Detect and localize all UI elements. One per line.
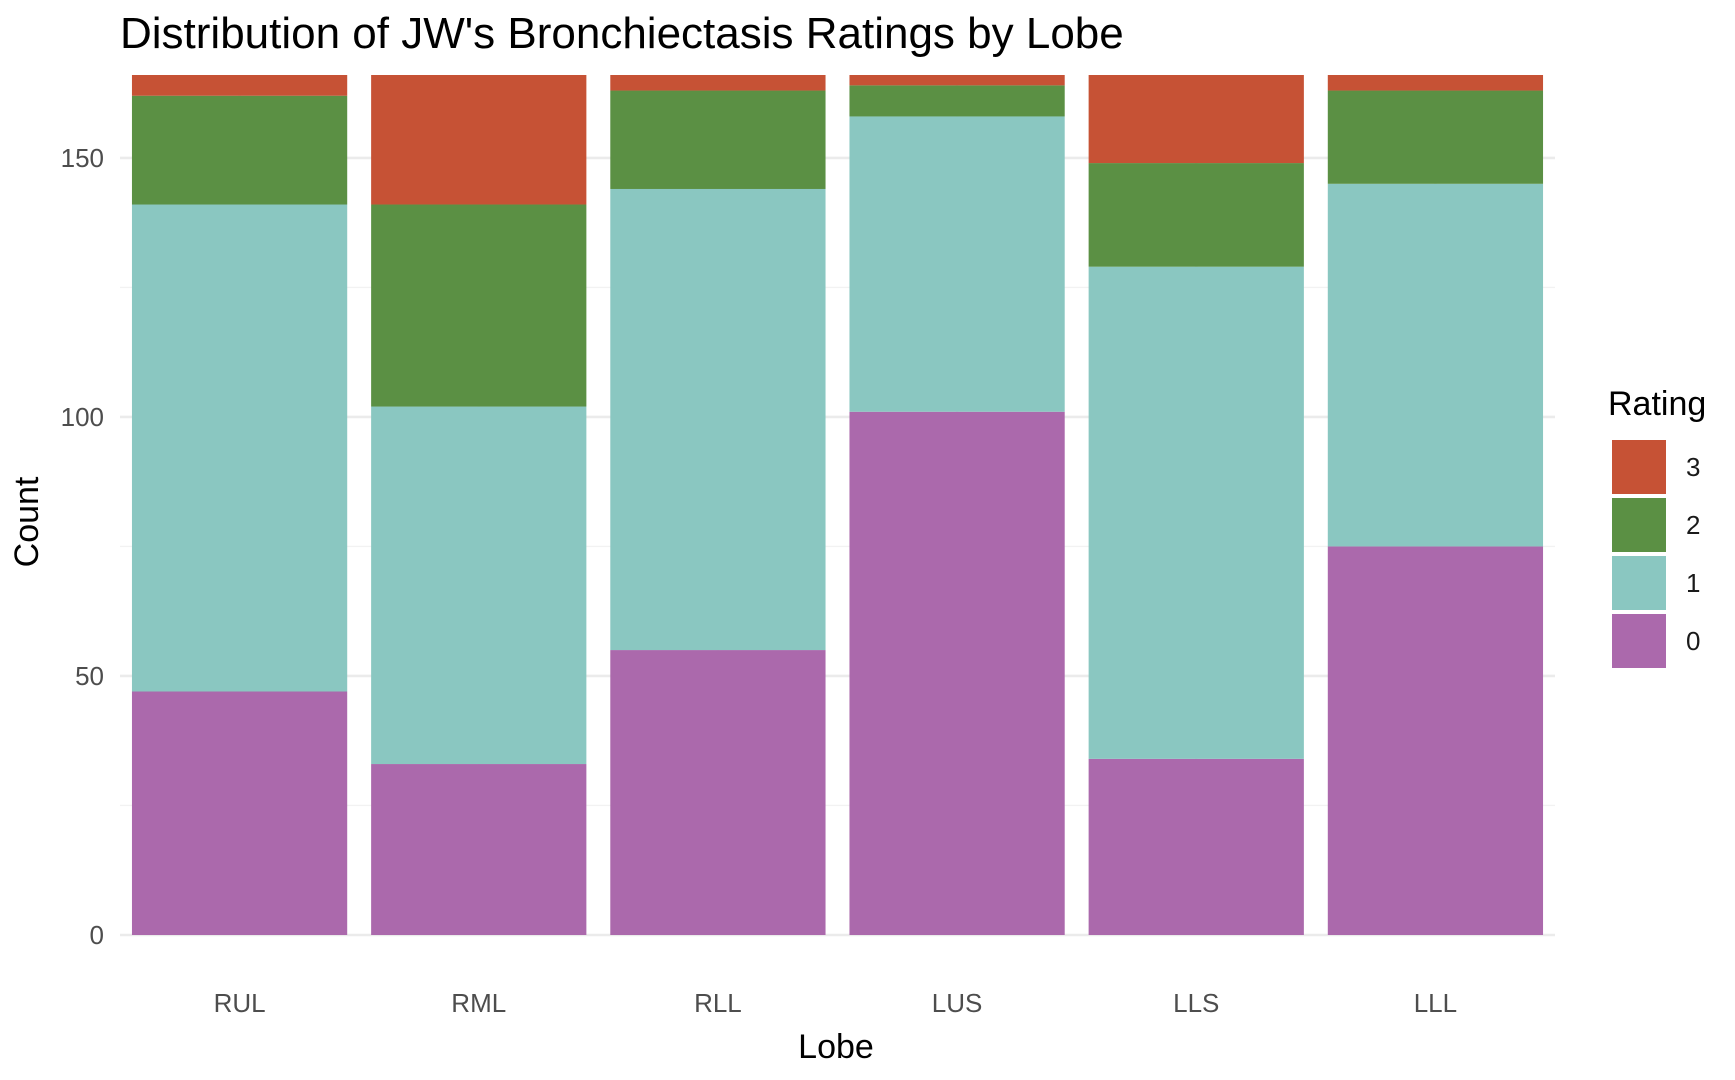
x-axis-title: Lobe <box>798 1028 874 1066</box>
bar-rul-rating-2 <box>131 95 348 205</box>
x-tick-label-lll: LLL <box>1414 988 1457 1018</box>
bar-rul-rating-1 <box>131 204 348 692</box>
chart-title: Distribution of JW's Bronchiectasis Rati… <box>120 9 1124 58</box>
x-tick-label-rml: RML <box>451 988 506 1018</box>
bars <box>131 75 1544 936</box>
legend-key-0 <box>1612 614 1666 668</box>
bar-rml-rating-1 <box>371 406 587 765</box>
x-tick-label-lls: LLS <box>1173 988 1219 1018</box>
bar-lll-rating-1 <box>1327 183 1544 547</box>
legend-label-2: 2 <box>1686 510 1700 540</box>
bar-rul-rating-3 <box>131 75 348 96</box>
y-tick-label: 0 <box>90 920 104 950</box>
bar-rml-rating-2 <box>371 204 587 407</box>
bar-lls-rating-1 <box>1088 266 1304 759</box>
y-tick-label: 50 <box>75 661 104 691</box>
bar-lls-rating-0 <box>1088 758 1304 935</box>
legend-label-1: 1 <box>1686 568 1700 598</box>
bar-lll-rating-3 <box>1327 75 1544 91</box>
bar-rll-rating-3 <box>610 75 826 91</box>
bar-lll-rating-2 <box>1327 90 1544 184</box>
bar-lls-rating-3 <box>1088 75 1304 164</box>
bar-lll-rating-0 <box>1327 546 1544 935</box>
legend-title: Rating <box>1608 385 1706 423</box>
bar-rll-rating-2 <box>610 90 826 189</box>
bar-rll-rating-1 <box>610 188 826 651</box>
bar-rll-rating-0 <box>610 650 826 935</box>
x-axis-ticks: RUL RML RLL LUS LLS LLL <box>214 988 1458 1018</box>
bar-lus-rating-1 <box>849 116 1065 412</box>
y-tick-label: 100 <box>61 402 104 432</box>
legend-label-3: 3 <box>1686 452 1700 482</box>
bar-lus-rating-3 <box>849 75 1065 86</box>
y-axis-title: Count <box>8 476 46 567</box>
x-tick-label-lus: LUS <box>932 988 983 1018</box>
y-tick-label: 150 <box>61 143 104 173</box>
legend-label-0: 0 <box>1686 626 1700 656</box>
bar-rul-rating-0 <box>131 691 348 935</box>
legend-key-2 <box>1612 498 1666 552</box>
y-axis-ticks: 0 50 100 150 <box>61 143 104 950</box>
x-tick-label-rll: RLL <box>694 988 742 1018</box>
legend-key-3 <box>1612 440 1666 494</box>
legend-key-1 <box>1612 556 1666 610</box>
bar-lus-rating-0 <box>849 411 1065 936</box>
bar-lls-rating-2 <box>1088 163 1304 267</box>
bar-rml-rating-0 <box>371 764 587 935</box>
x-tick-label-rul: RUL <box>214 988 266 1018</box>
legend: Rating 3 2 1 0 <box>1608 385 1706 668</box>
bar-lus-rating-2 <box>849 85 1065 117</box>
bar-rml-rating-3 <box>371 75 587 205</box>
